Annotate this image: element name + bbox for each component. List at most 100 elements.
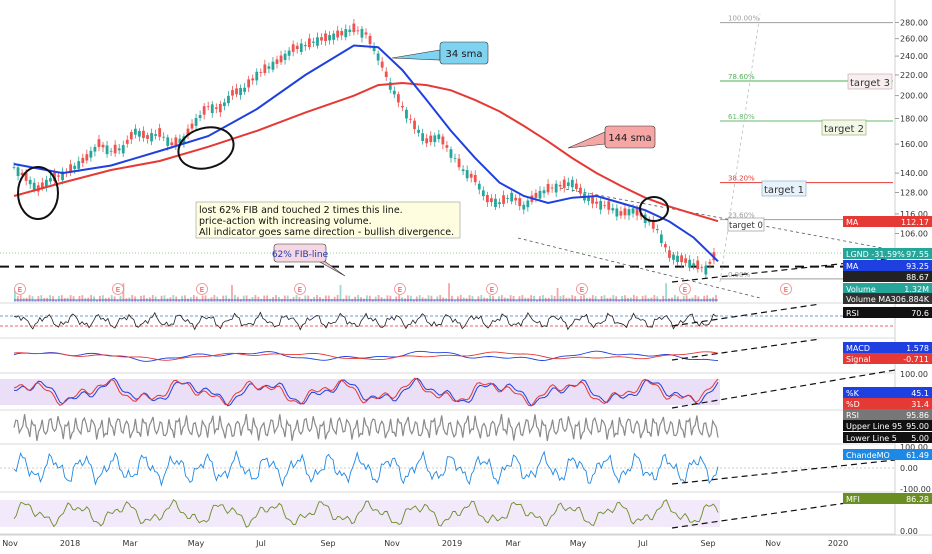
rsi-tag-bg bbox=[843, 307, 932, 318]
volume-bar bbox=[178, 299, 181, 302]
target-1[interactable]: target 1 bbox=[761, 180, 807, 197]
price-axis-tick-label: 180.00 bbox=[900, 115, 928, 124]
connors-tag-value: 95.86 bbox=[906, 411, 929, 420]
target-2[interactable]: target 2 bbox=[821, 119, 867, 136]
price-candle-body bbox=[704, 265, 708, 275]
price-candle-body bbox=[105, 145, 109, 155]
price-candle-body bbox=[275, 59, 279, 64]
price-candle-body bbox=[320, 37, 323, 41]
price-tag: 88.67 bbox=[843, 271, 932, 282]
price-candle-body bbox=[291, 44, 295, 52]
price-candle-body bbox=[332, 33, 336, 40]
price-candle-body bbox=[696, 260, 700, 270]
price-candle-body bbox=[117, 148, 121, 151]
volume-bar bbox=[410, 295, 412, 302]
volume-bar bbox=[289, 298, 292, 302]
price-candle-body bbox=[194, 118, 198, 126]
mfi-band bbox=[0, 500, 720, 527]
divergence-line bbox=[671, 303, 821, 327]
volume-bar bbox=[19, 295, 22, 302]
volume-bar bbox=[398, 295, 401, 302]
price-tag-value: 112.17 bbox=[901, 218, 929, 227]
volume-bar bbox=[245, 295, 248, 302]
price-candle-body bbox=[490, 198, 493, 203]
volume-bar bbox=[644, 295, 647, 302]
price-tag-bg bbox=[843, 260, 932, 271]
price-candle-body bbox=[129, 132, 133, 140]
volume-bar bbox=[500, 295, 503, 302]
price-candle-body bbox=[210, 104, 214, 114]
channel-upper-line bbox=[559, 187, 894, 251]
volume-bar bbox=[348, 295, 351, 302]
volume-bar bbox=[49, 295, 51, 302]
volume-bar bbox=[694, 295, 697, 302]
time-axis-tick-label: Mar bbox=[505, 539, 521, 548]
time-axis-tick-label: Nov bbox=[765, 539, 781, 548]
price-candle-body bbox=[570, 179, 574, 188]
price-tag: MA 112.17 bbox=[843, 216, 932, 227]
time-axis-tick-label: Sep bbox=[320, 539, 335, 548]
price-candle-body bbox=[595, 201, 599, 204]
price-candle-body bbox=[688, 259, 692, 268]
axis-layer: 280.00 260.00 240.00 220.00 200.00 180.00 160.… bbox=[2, 19, 931, 548]
volume-bar bbox=[451, 295, 453, 302]
rsi-tag: RSI 70.6 bbox=[843, 307, 932, 318]
volume-bar bbox=[254, 295, 257, 302]
price-candle-body bbox=[684, 258, 688, 263]
earnings-marker-circle bbox=[112, 283, 124, 295]
price-candle-body bbox=[485, 194, 489, 203]
fib-line-callout[interactable]: 62% FIB-line bbox=[272, 243, 346, 277]
connors-tag: RSI 95.86 bbox=[843, 409, 932, 420]
price-candle-body bbox=[231, 90, 234, 96]
target-0[interactable]: target 0 bbox=[727, 217, 765, 232]
volume-bar bbox=[316, 295, 318, 302]
price-candle-body bbox=[150, 133, 153, 142]
volume-bar bbox=[322, 298, 324, 302]
volume-bar bbox=[280, 298, 283, 302]
sma144-callout[interactable]: 144 sma bbox=[567, 125, 656, 149]
volume-bar bbox=[81, 295, 84, 302]
rsi-line bbox=[13, 311, 718, 331]
volume-bar bbox=[110, 295, 113, 302]
volume-bar bbox=[662, 295, 665, 302]
price-axis-tick-label: 160.00 bbox=[900, 140, 928, 149]
volume-bar bbox=[412, 299, 415, 302]
price-axis-tick-label: 220.00 bbox=[900, 71, 928, 80]
volume-bar bbox=[204, 295, 207, 302]
price-candle-body bbox=[510, 192, 514, 202]
price-candle-body bbox=[364, 32, 368, 35]
price-candle-body bbox=[267, 66, 271, 69]
volume-bar bbox=[275, 295, 277, 302]
price-candle-body bbox=[44, 179, 48, 188]
price-candle-body bbox=[619, 211, 623, 216]
volume-bar bbox=[638, 299, 641, 302]
target-0-label: target 0 bbox=[729, 221, 763, 231]
sma34-callout[interactable]: 34 sma bbox=[391, 41, 489, 65]
volume-bar bbox=[175, 296, 178, 302]
volume-bar bbox=[137, 299, 139, 302]
panel-axis-tick-label: -100.00 bbox=[900, 485, 931, 494]
fib-line-label: 62% FIB-line bbox=[272, 250, 329, 260]
time-axis-tick-label: Mar bbox=[122, 539, 138, 548]
volume-bar bbox=[52, 296, 54, 302]
volume-bar bbox=[562, 295, 565, 302]
volume-bar bbox=[295, 295, 298, 302]
price-candle-body bbox=[558, 184, 562, 187]
price-candle-body bbox=[668, 250, 671, 258]
fib-level-label: 100.00% bbox=[728, 15, 759, 23]
price-candle-body bbox=[259, 72, 263, 74]
analysis-note[interactable]: lost 62% FIB and touched 2 times this li… bbox=[195, 201, 461, 239]
earnings-marker-label: E bbox=[18, 286, 22, 294]
fib-level-label: 61.80% bbox=[728, 113, 755, 121]
price-candle-body bbox=[263, 64, 267, 74]
target-1-label: target 1 bbox=[764, 185, 804, 196]
volume-bar bbox=[577, 299, 579, 302]
price-axis-tick-label: 116.00 bbox=[900, 210, 928, 219]
price-candle-body bbox=[542, 190, 546, 194]
target-3[interactable]: target 3 bbox=[847, 73, 893, 90]
volume-bar bbox=[260, 298, 263, 302]
macd-tag: Signal -0.711 bbox=[843, 353, 932, 364]
price-candle-body bbox=[461, 169, 465, 172]
volume-bar bbox=[474, 299, 477, 302]
